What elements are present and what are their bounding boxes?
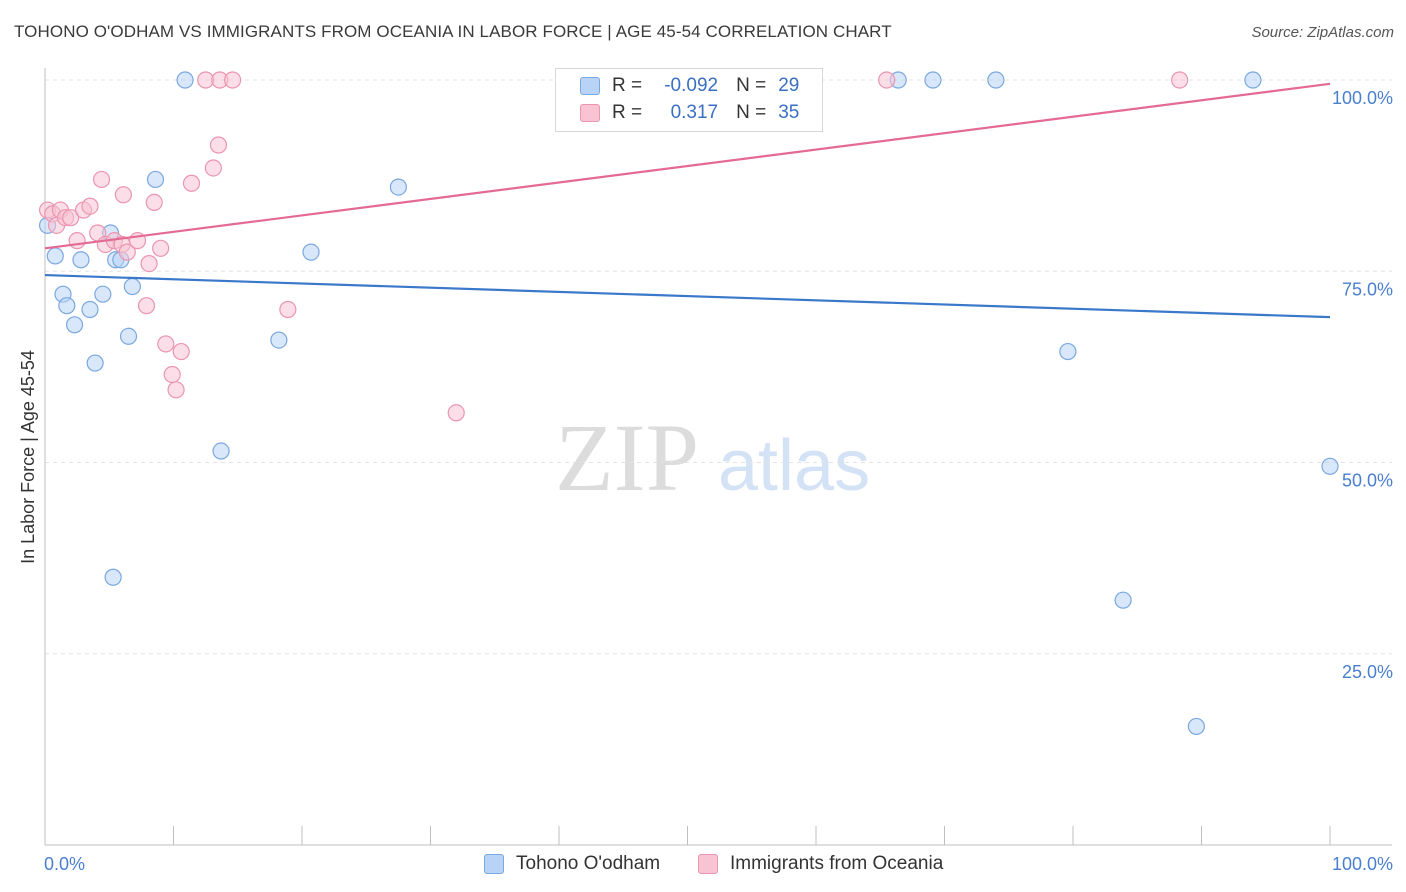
tohono-point bbox=[302, 243, 320, 261]
oceania-point bbox=[92, 170, 111, 189]
bottom-legend-swatch-pink bbox=[698, 854, 718, 874]
tohono-point bbox=[924, 71, 942, 89]
y-tick-label: 25.0% bbox=[1342, 662, 1393, 682]
oceania-point bbox=[157, 335, 175, 353]
source-label: Source: ZipAtlas.com bbox=[1251, 24, 1394, 41]
tohono-point bbox=[65, 316, 84, 334]
oceania-point bbox=[62, 209, 80, 227]
tohono-point bbox=[1321, 457, 1339, 475]
bottom-legend-swatch-blue bbox=[484, 854, 504, 874]
bottom-legend-label: Immigrants from Oceania bbox=[730, 853, 944, 874]
tohono-point bbox=[86, 354, 104, 372]
legend-row-oceania: R = 0.317 N = 35 bbox=[580, 100, 799, 126]
oceania-point bbox=[81, 197, 99, 215]
chart-title: TOHONO O'ODHAM VS IMMIGRANTS FROM OCEANI… bbox=[14, 22, 892, 41]
oceania-point bbox=[140, 255, 158, 273]
legend-swatch-pink bbox=[580, 104, 600, 122]
tohono-point bbox=[119, 327, 138, 345]
oceania-point bbox=[137, 297, 156, 315]
oceania-point bbox=[224, 71, 242, 89]
legend-r-value: -0.092 bbox=[664, 75, 719, 96]
bottom-legend-oceania: Immigrants from Oceania bbox=[698, 852, 943, 876]
oceania-point bbox=[209, 136, 228, 154]
watermark-zip: ZIP bbox=[555, 404, 699, 511]
tohono-point bbox=[123, 277, 141, 296]
legend-row-tohono: R = -0.092 N = 29 bbox=[580, 73, 799, 99]
tohono-point bbox=[58, 297, 76, 315]
tohono-trend-line bbox=[44, 273, 1331, 319]
tohono-point bbox=[104, 568, 122, 586]
oceania-point bbox=[118, 243, 136, 261]
y-tick-label: 50.0% bbox=[1342, 471, 1393, 491]
watermark-atlas: atlas bbox=[718, 426, 870, 506]
tohono-point bbox=[270, 331, 288, 349]
tohono-point bbox=[1114, 591, 1132, 609]
oceania-point bbox=[1171, 71, 1189, 89]
legend-n-label: N = bbox=[736, 102, 767, 123]
oceania-point bbox=[145, 193, 163, 211]
tohono-point bbox=[81, 300, 99, 319]
oceania-point bbox=[68, 232, 86, 250]
x-tick-label: 100.0% bbox=[1332, 854, 1393, 874]
correlation-legend: R = -0.092 N = 29 R = 0.317 N = 35 bbox=[555, 68, 823, 132]
oceania-point bbox=[878, 71, 896, 89]
y-axis-label: In Labor Force | Age 45-54 bbox=[18, 350, 38, 564]
oceania-point bbox=[172, 342, 190, 361]
legend-n-value: 35 bbox=[778, 102, 800, 123]
tohono-point bbox=[389, 178, 407, 196]
oceania-point bbox=[163, 365, 181, 384]
tohono-point bbox=[987, 71, 1005, 89]
oceania-trend-line bbox=[44, 82, 1331, 250]
tohono-point bbox=[46, 247, 64, 265]
legend-r-value: 0.317 bbox=[670, 102, 719, 123]
legend-r-label: R = bbox=[612, 102, 643, 123]
y-tick-label: 100.0% bbox=[1332, 88, 1393, 108]
tohono-point bbox=[72, 251, 90, 269]
tohono-point bbox=[94, 285, 112, 303]
tohono-point bbox=[176, 71, 194, 89]
oceania-point bbox=[182, 174, 201, 192]
tohono-point bbox=[1244, 71, 1262, 89]
oceania-point bbox=[167, 381, 185, 399]
oceania-point bbox=[279, 300, 297, 319]
oceania-point bbox=[447, 404, 465, 422]
bottom-legend-label: Tohono O'odham bbox=[516, 853, 661, 874]
tohono-point bbox=[1059, 342, 1077, 361]
x-tick-label: 0.0% bbox=[44, 854, 85, 874]
tohono-point bbox=[212, 442, 230, 460]
y-tick-label: 75.0% bbox=[1342, 279, 1393, 299]
legend-n-label: N = bbox=[736, 75, 767, 96]
oceania-point bbox=[114, 186, 132, 204]
oceania-point bbox=[204, 159, 222, 177]
legend-r-label: R = bbox=[612, 75, 643, 96]
bottom-legend-tohono: Tohono O'odham bbox=[484, 852, 660, 876]
tohono-point bbox=[1187, 717, 1205, 736]
oceania-point bbox=[152, 239, 170, 257]
legend-swatch-blue bbox=[580, 77, 600, 95]
legend-n-value: 29 bbox=[778, 75, 800, 96]
tohono-point bbox=[146, 170, 165, 189]
